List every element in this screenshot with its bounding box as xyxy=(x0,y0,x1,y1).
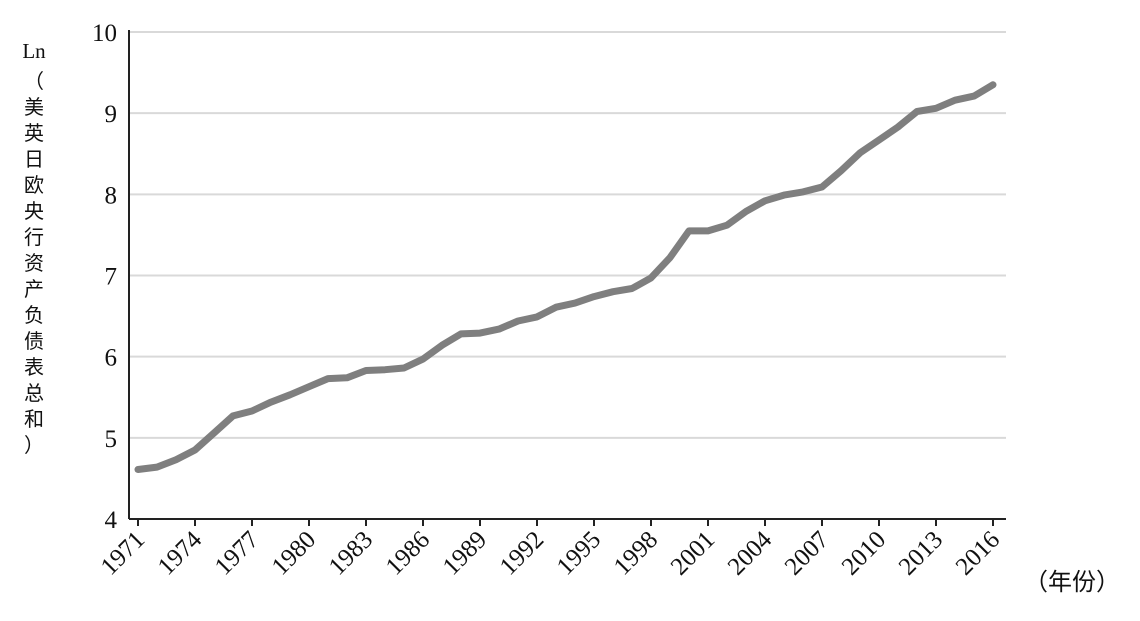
y-tick-label: 6 xyxy=(105,345,118,372)
x-tick-label: 1980 xyxy=(267,526,321,580)
y-axis-label-text: （ 美 英 日 欧 央 行 资 产 负 债 表 总 和 ） xyxy=(24,69,44,457)
x-tick-label: 2004 xyxy=(723,526,778,581)
x-tick-label: 2007 xyxy=(780,526,834,580)
y-tick-label: 9 xyxy=(105,101,118,128)
x-tick-label: 1974 xyxy=(153,526,208,581)
x-tick-label: 1992 xyxy=(495,526,549,580)
axes xyxy=(128,30,1006,526)
x-tick-label: 1998 xyxy=(609,526,663,580)
y-tick-label: 8 xyxy=(105,182,118,209)
x-tick-label: 1971 xyxy=(96,526,150,580)
y-tick-label: 4 xyxy=(105,507,118,534)
y-tick-labels: 4 5 6 7 8 9 10 xyxy=(92,20,118,534)
x-tick-label: 1983 xyxy=(324,526,378,580)
x-tick-label: 2016 xyxy=(951,526,1005,580)
x-tick-labels: 1971 1974 1977 1980 1983 1986 1989 1992 1995 1998… xyxy=(96,526,1005,581)
y-axis-label-prefix: Ln xyxy=(22,39,46,63)
gridlines xyxy=(129,31,1006,439)
x-tick-label: 1977 xyxy=(210,526,264,580)
x-axis-label: （年份） xyxy=(1024,568,1120,596)
y-tick-label: 10 xyxy=(92,20,117,47)
x-tick-label: 2001 xyxy=(666,526,720,580)
x-tick-label: 2013 xyxy=(894,526,948,580)
x-tick-label: 2010 xyxy=(837,526,891,580)
series xyxy=(134,81,997,473)
x-tick-label: 1986 xyxy=(381,526,435,580)
y-tick-label: 7 xyxy=(105,264,118,291)
x-tick-label: 1995 xyxy=(552,526,606,580)
y-axis-label: Ln （ 美 英 日 欧 央 行 资 产 负 债 表 总 和 ） xyxy=(14,38,54,458)
x-tick-label: 1989 xyxy=(438,526,492,580)
y-tick-label: 5 xyxy=(105,426,118,453)
series-line xyxy=(134,81,997,473)
